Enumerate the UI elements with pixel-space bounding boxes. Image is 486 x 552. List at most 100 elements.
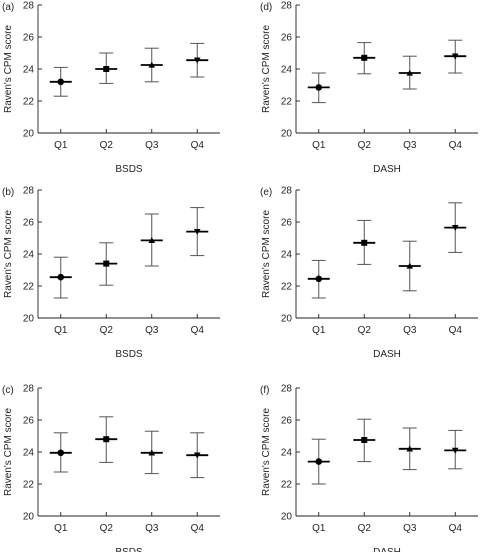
x-axis-title: BSDS (115, 547, 143, 552)
x-tick-label: Q1 (54, 140, 68, 151)
panel-label: (f) (260, 385, 269, 396)
x-tick-label: Q4 (449, 140, 463, 151)
y-axis-title: Raven's CPM score (3, 210, 14, 298)
y-tick-label: 22 (281, 480, 293, 491)
x-tick-label: Q2 (358, 140, 372, 151)
circle-marker (57, 78, 65, 86)
x-tick-label: Q3 (145, 523, 159, 534)
square-marker (361, 239, 368, 246)
y-tick-label: 24 (281, 65, 293, 76)
x-tick-label: Q4 (449, 523, 463, 534)
x-tick-label: Q4 (191, 325, 205, 336)
y-tick-label: 22 (23, 480, 35, 491)
y-axis-title: Raven's CPM score (261, 25, 272, 113)
panel-label: (c) (2, 385, 14, 396)
y-axis-title: Raven's CPM score (3, 25, 14, 113)
chart-panel-e: (e) 20 22 24 26 28 Raven's CPM score Q1 Q2 Q3 Q4 DA… (260, 186, 478, 360)
x-axis-title: DASH (373, 164, 401, 175)
y-tick-label: 22 (23, 282, 35, 293)
triangle-up-marker (148, 61, 156, 68)
y-tick-label: 22 (281, 97, 293, 108)
square-marker (361, 54, 368, 61)
triangle-up-marker (406, 69, 414, 76)
y-tick-label: 26 (281, 218, 293, 229)
x-axis-title: BSDS (115, 349, 143, 360)
x-tick-label: Q2 (100, 140, 114, 151)
triangle-up-marker (148, 237, 156, 244)
y-tick-label: 20 (281, 129, 293, 140)
x-tick-label: Q3 (403, 523, 417, 534)
y-axis-title: Raven's CPM score (261, 210, 272, 298)
chart-panel-c: (c) 20 22 24 26 28 Raven's CPM score Q1 Q2 Q3 Q4 BS… (2, 384, 220, 552)
x-tick-label: Q1 (54, 523, 68, 534)
x-tick-label: Q1 (312, 523, 326, 534)
x-tick-label: Q1 (312, 140, 326, 151)
x-axis-title: DASH (373, 349, 401, 360)
y-tick-label: 20 (23, 314, 35, 325)
triangle-down-marker (193, 228, 201, 235)
chart-panel-f: (f) 20 22 24 26 28 Raven's CPM score Q1 Q2 Q3 Q4 DA… (260, 384, 478, 552)
circle-marker (315, 275, 323, 283)
x-tick-label: Q1 (312, 325, 326, 336)
x-tick-label: Q4 (449, 325, 463, 336)
y-tick-label: 20 (281, 314, 293, 325)
x-axis-title: DASH (373, 547, 401, 552)
x-tick-label: Q4 (191, 523, 205, 534)
y-tick-label: 22 (281, 282, 293, 293)
x-tick-label: Q2 (100, 523, 114, 534)
triangle-down-marker (193, 57, 201, 64)
triangle-up-marker (148, 449, 156, 456)
x-tick-label: Q3 (145, 325, 159, 336)
y-tick-label: 20 (23, 512, 35, 523)
triangle-down-marker (451, 224, 459, 231)
x-tick-label: Q2 (358, 325, 372, 336)
y-tick-label: 26 (23, 218, 35, 229)
chart-panel-a: (a) 20 22 24 26 28 Raven's CPM score Q1 Q2 Q3 Q4 BS… (2, 1, 220, 175)
triangle-down-marker (451, 53, 459, 60)
x-tick-label: Q1 (54, 325, 68, 336)
triangle-down-marker (451, 447, 459, 454)
y-tick-label: 20 (281, 512, 293, 523)
y-tick-label: 24 (23, 250, 35, 261)
square-marker (103, 260, 110, 267)
y-tick-label: 26 (23, 33, 35, 44)
x-tick-label: Q4 (191, 140, 205, 151)
y-axis-title: Raven's CPM score (261, 408, 272, 496)
y-tick-label: 28 (281, 1, 293, 12)
y-tick-label: 20 (23, 129, 35, 140)
triangle-up-marker (406, 445, 414, 452)
y-tick-label: 24 (281, 448, 293, 459)
y-tick-label: 26 (281, 33, 293, 44)
panel-label: (e) (260, 187, 272, 198)
x-tick-label: Q2 (358, 523, 372, 534)
x-tick-label: Q3 (403, 140, 417, 151)
circle-marker (57, 273, 65, 281)
panel-label: (b) (2, 187, 14, 198)
panel-label: (d) (260, 2, 272, 13)
chart-panel-b: (b) 20 22 24 26 28 Raven's CPM score Q1 Q2 Q3 Q4 BS… (2, 186, 220, 360)
y-axis-title: Raven's CPM score (3, 408, 14, 496)
y-tick-label: 22 (23, 97, 35, 108)
y-tick-label: 28 (281, 186, 293, 197)
x-axis-title: BSDS (115, 164, 143, 175)
chart-panel-d: (d) 20 22 24 26 28 Raven's CPM score Q1 Q2 Q3 Q4 DA… (260, 1, 478, 175)
triangle-up-marker (406, 262, 414, 269)
triangle-down-marker (193, 452, 201, 459)
y-tick-label: 24 (23, 448, 35, 459)
y-tick-label: 24 (281, 250, 293, 261)
y-tick-label: 24 (23, 65, 35, 76)
x-tick-label: Q3 (403, 325, 417, 336)
y-tick-label: 28 (23, 1, 35, 12)
y-tick-label: 26 (23, 416, 35, 427)
square-marker (103, 66, 110, 72)
circle-marker (315, 458, 323, 465)
x-tick-label: Q2 (100, 325, 114, 336)
square-marker (103, 436, 110, 443)
y-tick-label: 28 (281, 384, 293, 395)
square-marker (361, 437, 368, 443)
circle-marker (57, 449, 65, 457)
circle-marker (315, 84, 323, 91)
y-tick-label: 28 (23, 384, 35, 395)
panel-label: (a) (2, 2, 14, 13)
